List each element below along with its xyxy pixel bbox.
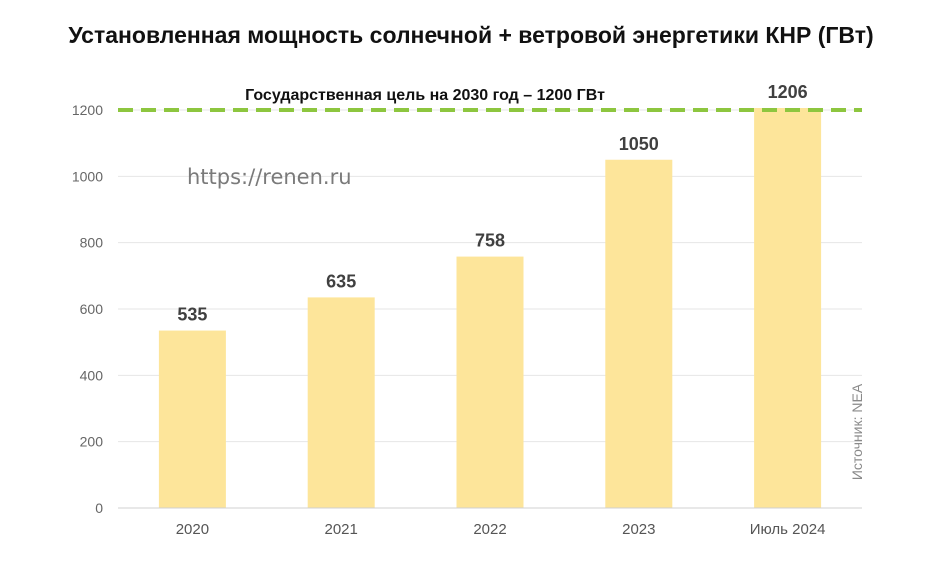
chart-title: Установленная мощность солнечной + ветро… <box>68 22 874 48</box>
y-tick-label: 1200 <box>72 102 103 118</box>
bar <box>605 159 673 508</box>
x-category-label: 2020 <box>176 521 209 538</box>
data-label: 635 <box>326 271 356 291</box>
bar <box>307 297 375 508</box>
y-tick-label: 1000 <box>72 168 103 184</box>
y-tick-label: 200 <box>80 434 104 450</box>
bars <box>158 108 822 508</box>
bar <box>754 108 822 508</box>
source-note: Источник: NEA <box>849 383 865 480</box>
y-tick-label: 600 <box>80 301 104 317</box>
data-labels: 535 635 758 1050 1206 <box>177 82 807 325</box>
target-line-label: Государственная цель на 2030 год – 1200 … <box>245 87 605 104</box>
x-axis-categories: 2020 2021 2022 2023 Июль 2024 <box>176 521 826 538</box>
bar <box>456 256 524 508</box>
data-label: 758 <box>475 231 505 251</box>
data-label: 535 <box>177 305 207 325</box>
watermark-url: https://renen.ru <box>187 165 352 189</box>
x-category-label: 2022 <box>473 521 506 538</box>
y-tick-label: 400 <box>80 367 104 383</box>
data-label: 1050 <box>619 134 659 154</box>
x-category-label: 2021 <box>325 521 358 538</box>
y-tick-label: 0 <box>95 500 103 516</box>
y-tick-label: 800 <box>80 235 104 251</box>
bar <box>158 330 226 508</box>
x-category-label: 2023 <box>622 521 655 538</box>
x-category-label: Июль 2024 <box>750 521 826 538</box>
data-label: 1206 <box>768 82 808 102</box>
y-axis-ticks: 0 200 400 600 800 1000 1200 <box>72 102 103 516</box>
